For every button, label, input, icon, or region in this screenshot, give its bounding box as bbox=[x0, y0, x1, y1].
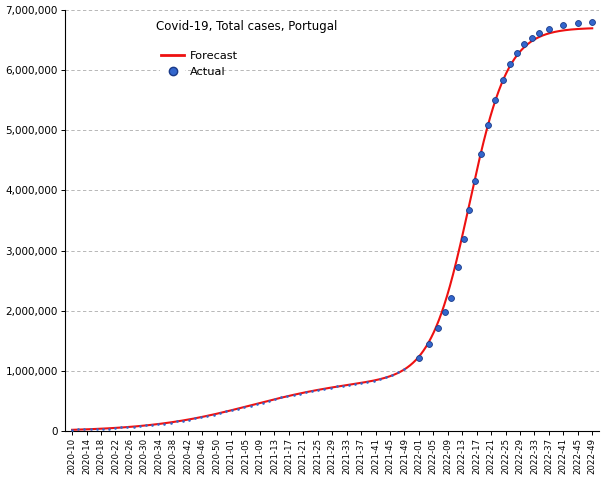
Point bbox=[375, 375, 385, 383]
Point bbox=[465, 206, 474, 214]
Point bbox=[587, 18, 597, 25]
Point bbox=[98, 425, 108, 433]
Point bbox=[110, 424, 120, 432]
Point bbox=[246, 402, 255, 410]
Point bbox=[399, 365, 409, 373]
Point bbox=[289, 391, 298, 399]
Point bbox=[67, 426, 77, 434]
Point bbox=[258, 399, 267, 407]
Point bbox=[184, 416, 194, 423]
Point bbox=[117, 423, 126, 431]
Point bbox=[154, 420, 163, 428]
Point bbox=[520, 40, 529, 48]
Point bbox=[325, 384, 335, 392]
Point bbox=[307, 387, 317, 395]
Point bbox=[393, 369, 403, 376]
Point bbox=[344, 381, 354, 388]
Point bbox=[104, 425, 114, 432]
Point bbox=[221, 408, 231, 415]
Point bbox=[215, 409, 224, 417]
Point bbox=[86, 425, 96, 433]
Text: Covid-19, Total cases, Portugal: Covid-19, Total cases, Portugal bbox=[155, 20, 337, 33]
Point bbox=[319, 385, 329, 393]
Point bbox=[313, 386, 323, 394]
Point bbox=[446, 295, 456, 302]
Point bbox=[295, 390, 305, 398]
Point bbox=[505, 60, 515, 68]
Point bbox=[135, 422, 145, 430]
Point bbox=[470, 177, 480, 185]
Point bbox=[476, 151, 486, 158]
Point bbox=[491, 96, 500, 104]
Point bbox=[544, 25, 554, 33]
Point bbox=[283, 392, 292, 400]
Point bbox=[573, 19, 583, 27]
Point bbox=[381, 373, 391, 381]
Point bbox=[166, 419, 175, 426]
Point bbox=[527, 34, 537, 41]
Point bbox=[362, 378, 372, 385]
Point bbox=[433, 324, 442, 332]
Point bbox=[92, 425, 102, 433]
Point bbox=[534, 29, 544, 37]
Legend: Forecast, Actual: Forecast, Actual bbox=[162, 51, 238, 77]
Point bbox=[203, 412, 212, 420]
Point bbox=[123, 423, 132, 431]
Point bbox=[234, 405, 243, 412]
Point bbox=[172, 418, 182, 425]
Point bbox=[453, 263, 463, 271]
Point bbox=[424, 340, 434, 348]
Point bbox=[558, 21, 568, 29]
Point bbox=[338, 382, 348, 390]
Point bbox=[264, 397, 274, 405]
Point bbox=[270, 395, 280, 403]
Point bbox=[80, 425, 90, 433]
Point bbox=[276, 394, 286, 401]
Point bbox=[350, 380, 360, 388]
Point bbox=[178, 417, 188, 424]
Point bbox=[387, 371, 397, 379]
Point bbox=[73, 425, 83, 433]
Point bbox=[459, 235, 468, 243]
Point bbox=[301, 388, 311, 396]
Point bbox=[191, 414, 200, 422]
Point bbox=[483, 121, 493, 129]
Point bbox=[356, 379, 366, 387]
Point bbox=[498, 76, 508, 84]
Point bbox=[252, 400, 261, 408]
Point bbox=[512, 49, 522, 57]
Point bbox=[141, 421, 151, 429]
Point bbox=[129, 423, 139, 431]
Point bbox=[197, 414, 206, 421]
Point bbox=[369, 377, 379, 385]
Point bbox=[147, 421, 157, 429]
Point bbox=[240, 403, 249, 411]
Point bbox=[209, 411, 218, 419]
Point bbox=[160, 420, 169, 427]
Point bbox=[440, 308, 450, 316]
Point bbox=[332, 383, 342, 390]
Point bbox=[414, 354, 424, 362]
Point bbox=[227, 407, 237, 414]
